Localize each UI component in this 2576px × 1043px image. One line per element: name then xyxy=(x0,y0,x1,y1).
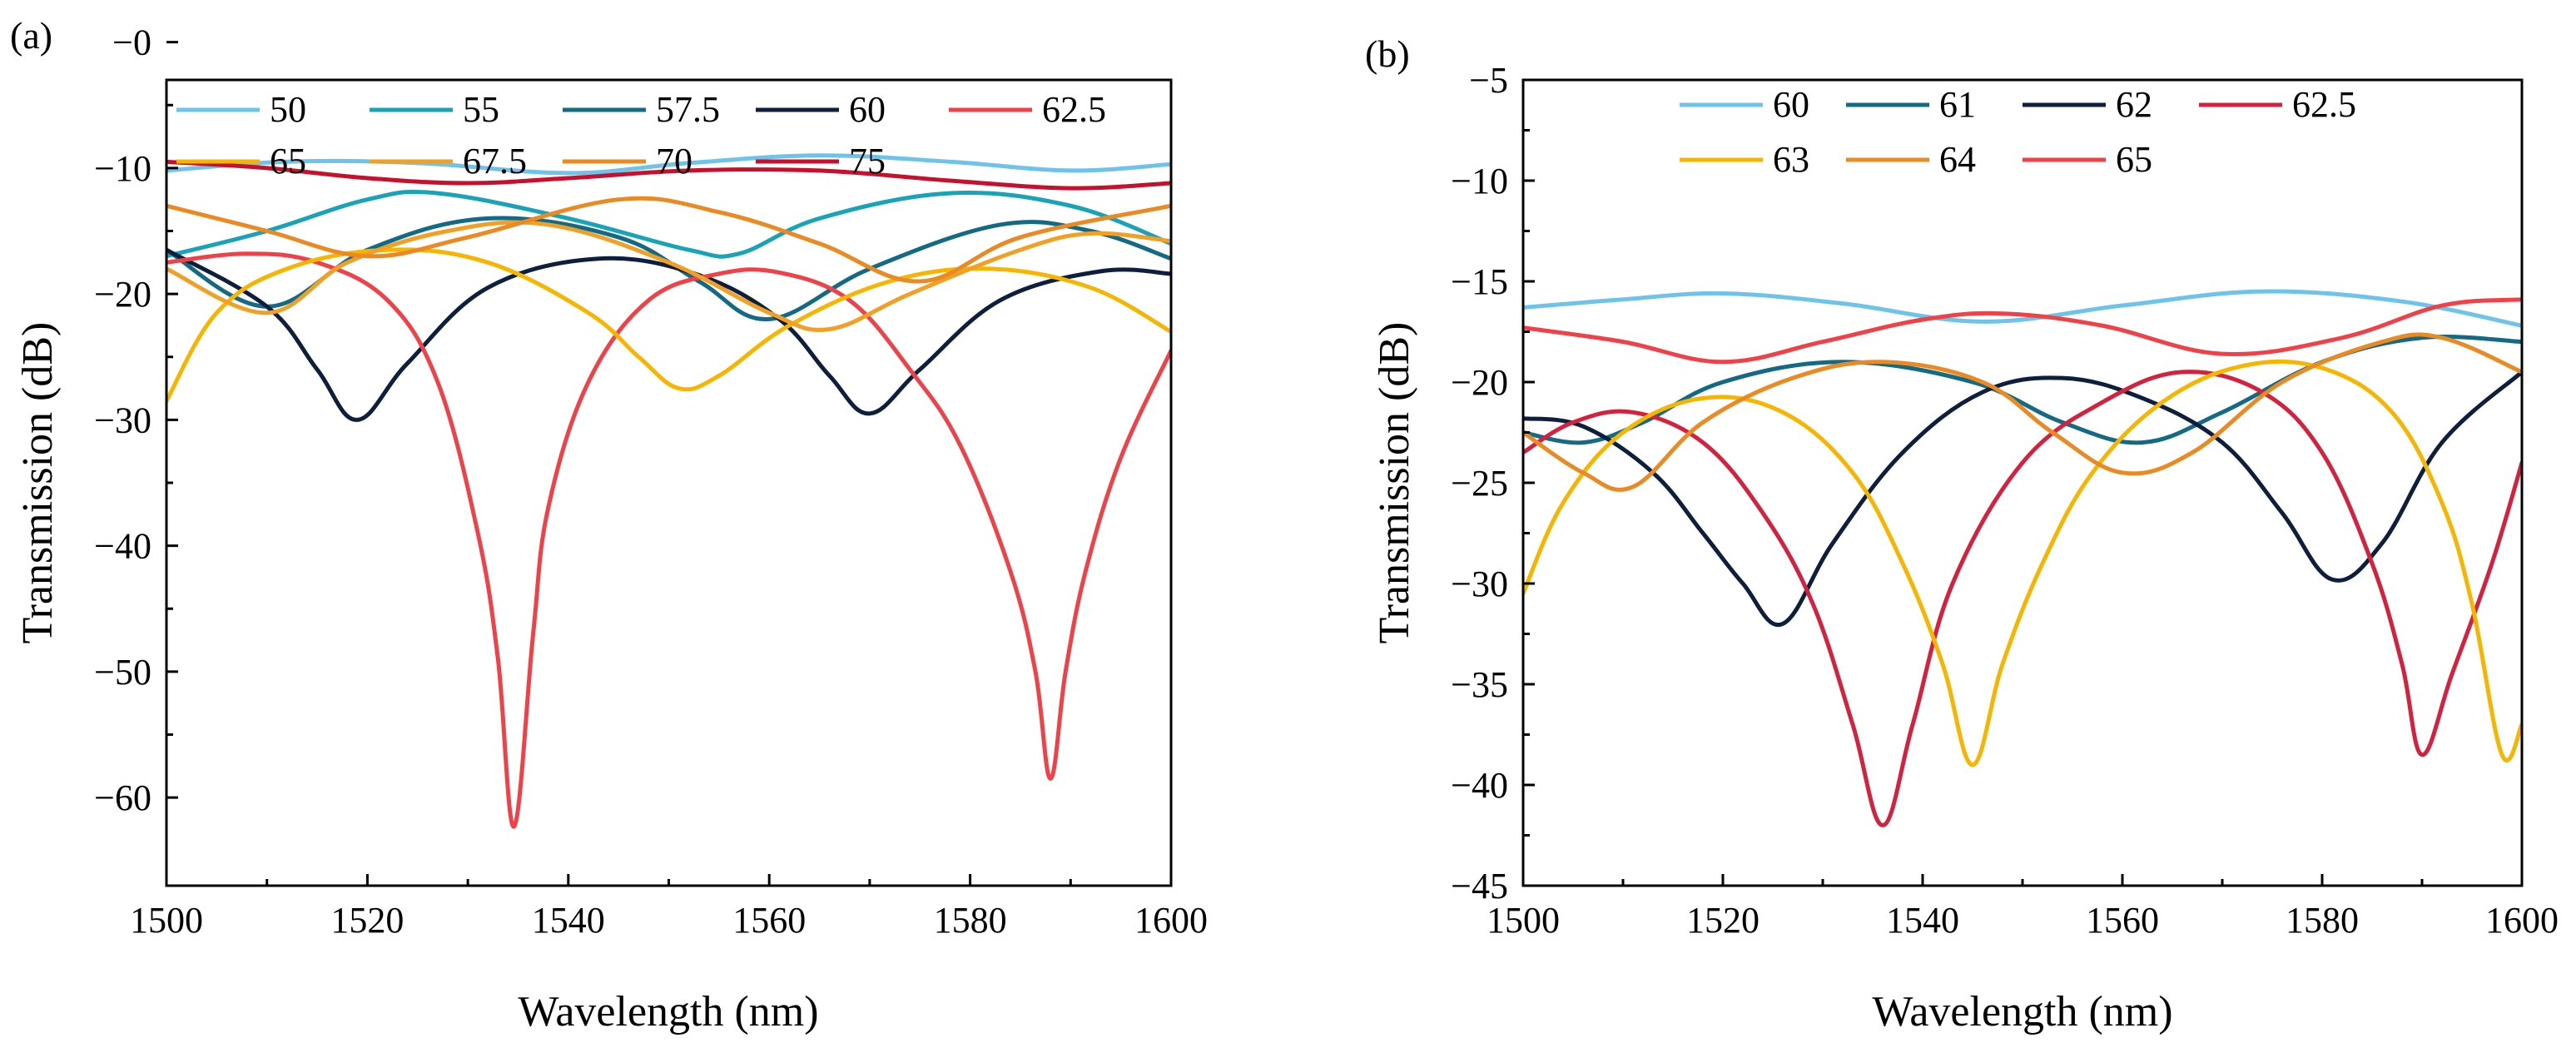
panel-b-y-axis-label: Transmission (dB) xyxy=(1371,322,1418,644)
legend-entry-60: 60 xyxy=(1680,84,1809,125)
legend-entry-65: 65 xyxy=(2023,139,2152,180)
series-line-65 xyxy=(1523,297,2522,365)
series-line-70 xyxy=(166,196,1171,284)
panel-b-plot-frame xyxy=(1521,78,2524,887)
series-line-57-5 xyxy=(166,216,1171,321)
legend-label: 63 xyxy=(1773,139,1809,180)
x-tick-label: 1580 xyxy=(2286,900,2359,941)
legend-label: 62.5 xyxy=(2292,84,2356,125)
x-tick-label: 1520 xyxy=(330,900,404,941)
series-line-55 xyxy=(166,189,1171,259)
x-tick-label: 1520 xyxy=(1686,900,1760,941)
x-tick-label: 1580 xyxy=(934,900,1007,941)
y-tick-label: −10 xyxy=(94,148,151,189)
panel-b: (b) 1500 1520 1540 1560 1580 1600 −45 −40 −35 −30… xyxy=(1365,32,2559,1036)
series-line-65 xyxy=(166,247,1171,404)
y-tick-label: −20 xyxy=(1451,362,1508,403)
legend-entry-62-5: 62.5 xyxy=(2199,84,2356,125)
series-line-64 xyxy=(1523,332,2522,492)
panel-b-ticks: 1500 1520 1540 1560 1580 1600 −45 −40 −35 −30 −25 −… xyxy=(1451,60,2559,941)
panel-a-curves xyxy=(166,153,1171,829)
y-tick-label: −25 xyxy=(1451,463,1508,504)
series-line-75 xyxy=(166,159,1171,191)
legend-entry-63: 63 xyxy=(1680,139,1809,180)
y-tick-label: −30 xyxy=(94,400,151,440)
x-tick-label: 1540 xyxy=(1886,900,1959,941)
y-tick-label: −45 xyxy=(1451,866,1508,906)
series-line-62-5 xyxy=(1523,370,2522,827)
panel-b-label: (b) xyxy=(1365,32,1410,75)
legend-label: 60 xyxy=(849,89,886,130)
y-tick-label: −30 xyxy=(1451,564,1508,604)
panel-b-x-axis-label: Wavelength (nm) xyxy=(1872,988,2172,1036)
y-tick-label: −60 xyxy=(94,777,151,818)
x-tick-label: 1600 xyxy=(2485,900,2559,941)
x-tick-label: 1500 xyxy=(1487,900,1560,941)
legend-entry-60: 60 xyxy=(756,89,886,130)
y-tick-label: −10 xyxy=(1451,161,1508,201)
y-tick-label: −15 xyxy=(1451,261,1508,302)
legend-label: 50 xyxy=(270,89,306,130)
panel-a-y-axis-label: Transmission (dB) xyxy=(14,322,62,644)
legend-label: 57.5 xyxy=(656,89,720,130)
legend-label: 70 xyxy=(656,141,692,181)
legend-label: 65 xyxy=(270,141,306,181)
panel-a-label: (a) xyxy=(10,14,52,57)
legend-label: 62.5 xyxy=(1042,89,1106,130)
legend-label: 65 xyxy=(2116,139,2152,180)
legend-label: 55 xyxy=(463,89,499,130)
legend-entry-62-5: 62.5 xyxy=(949,89,1106,130)
legend-entry-75: 75 xyxy=(756,141,886,181)
series-line-50 xyxy=(166,153,1171,176)
y-tick-label: −0 xyxy=(112,22,151,63)
legend-entry-61: 61 xyxy=(1846,84,1976,125)
legend-label: 60 xyxy=(1773,84,1809,125)
series-line-62 xyxy=(1523,370,2522,628)
legend-entry-62: 62 xyxy=(2023,84,2152,125)
x-tick-label: 1560 xyxy=(2086,900,2159,941)
x-tick-label: 1500 xyxy=(130,900,203,941)
series-line-62-5 xyxy=(166,251,1171,829)
panel-a-x-axis-label: Wavelength (nm) xyxy=(518,988,818,1036)
y-tick-label: −40 xyxy=(94,526,151,567)
legend-entry-64: 64 xyxy=(1846,139,1976,180)
legend-label: 64 xyxy=(1939,139,1976,180)
panel-a-ticks: 1500 1520 1540 1560 1580 1600 −60 −50 −40 −30 −20 −… xyxy=(94,22,1208,941)
legend-entry-57-5: 57.5 xyxy=(563,89,720,130)
panel-b-legend: 60 61 62 62.5 63 64 65 xyxy=(1680,84,2356,180)
y-tick-label: −40 xyxy=(1451,765,1508,806)
panel-a-legend: 50 55 57.5 60 62.5 65 67.5 70 75 xyxy=(176,89,1106,181)
y-tick-label: −35 xyxy=(1451,664,1508,705)
legend-label: 67.5 xyxy=(463,141,527,181)
legend-entry-67-5: 67.5 xyxy=(370,141,527,181)
x-tick-label: 1560 xyxy=(732,900,806,941)
series-line-60 xyxy=(166,247,1171,422)
legend-entry-55: 55 xyxy=(370,89,499,130)
series-line-60 xyxy=(1523,289,2522,328)
x-tick-label: 1540 xyxy=(532,900,605,941)
series-line-63 xyxy=(1523,359,2522,767)
x-tick-label: 1600 xyxy=(1134,900,1208,941)
panel-b-curves xyxy=(1523,289,2522,827)
y-tick-label: −20 xyxy=(94,274,151,315)
legend-entry-65: 65 xyxy=(176,141,306,181)
legend-entry-70: 70 xyxy=(563,141,692,181)
series-line-67-5 xyxy=(166,220,1171,332)
y-tick-label: −5 xyxy=(1469,60,1508,101)
legend-entry-50: 50 xyxy=(176,89,306,130)
panel-a: (a) 1500 1520 1540 1560 1580 1600 −60 −50 −40 −30… xyxy=(10,14,1208,1036)
legend-label: 61 xyxy=(1939,84,1976,125)
y-tick-label: −50 xyxy=(94,652,151,693)
legend-label: 75 xyxy=(849,141,886,181)
legend-label: 62 xyxy=(2116,84,2152,125)
